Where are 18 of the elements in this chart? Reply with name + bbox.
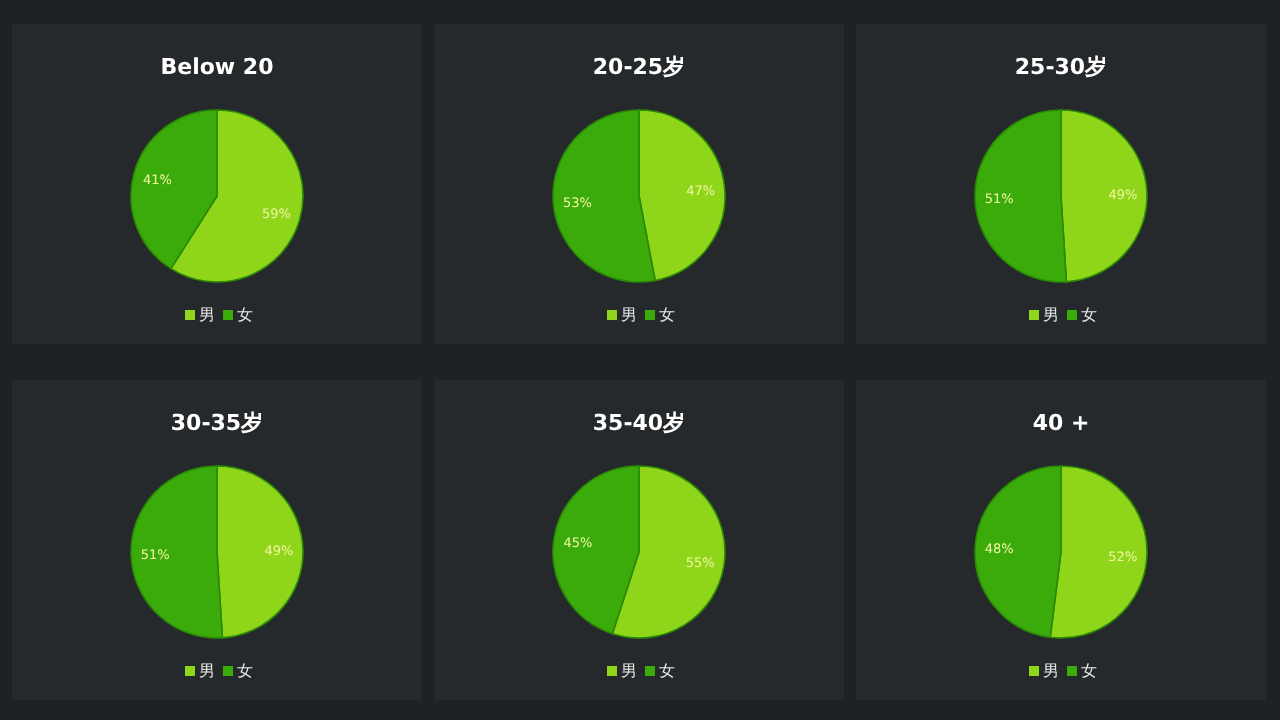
legend-label: 男 <box>1043 662 1059 680</box>
legend-label: 男 <box>621 306 637 324</box>
legend-label: 女 <box>659 662 675 680</box>
legend-label: 女 <box>237 306 253 324</box>
chart-title: 30-35岁 <box>170 410 264 436</box>
chart-title: 40 + <box>1032 410 1090 436</box>
chart-title: 25-30岁 <box>1014 54 1108 80</box>
legend-label: 男 <box>621 662 637 680</box>
legend-label: 女 <box>1081 306 1097 324</box>
legend-label: 女 <box>659 306 675 324</box>
chart-title: 20-25岁 <box>592 54 686 80</box>
chart-title: 35-40岁 <box>592 410 686 436</box>
legend-label: 男 <box>199 306 215 324</box>
legend-label: 男 <box>1043 306 1059 324</box>
legend-label: 男 <box>199 662 215 680</box>
legend-label: 女 <box>237 662 253 680</box>
legend-label: 女 <box>1081 662 1097 680</box>
chart-title: Below 20 <box>160 54 275 80</box>
